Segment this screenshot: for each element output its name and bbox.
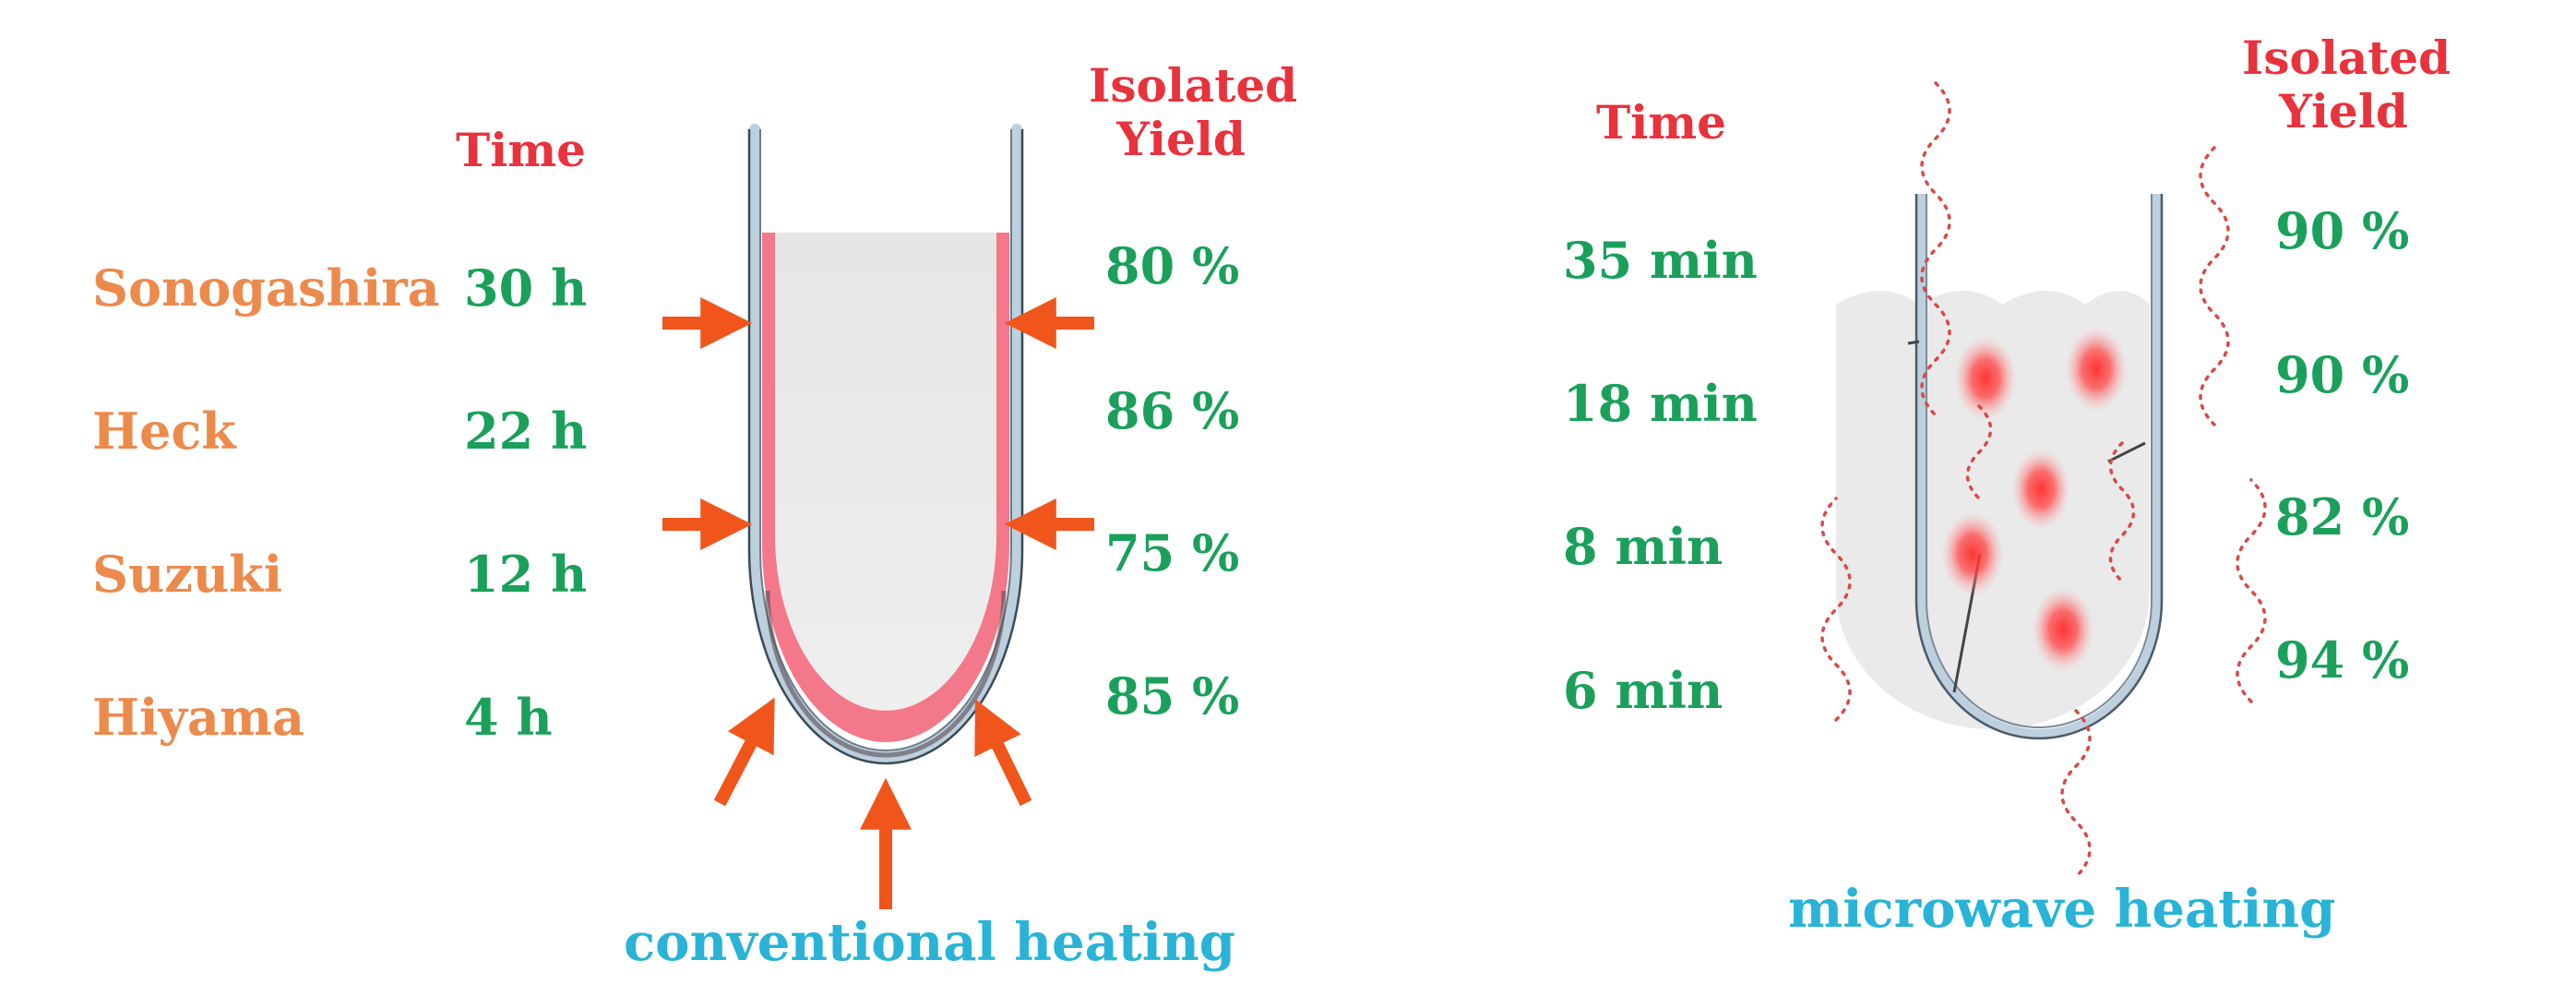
- conventional-caption: conventional heating: [624, 912, 1235, 973]
- mw-inner-edge: [1926, 194, 2153, 728]
- heat-arrow: [974, 699, 1032, 807]
- conventional-tube: [747, 124, 1024, 765]
- conventional-time-header: Time: [456, 123, 586, 177]
- yield-header-line1: Isolated: [1089, 58, 1298, 113]
- hotspot: [2032, 587, 2094, 672]
- microwave-wave: [1965, 404, 1993, 500]
- heat-arrows: [662, 297, 1094, 909]
- hotspot: [2065, 327, 2128, 412]
- microwave-time-value: 18 min: [1563, 374, 1758, 433]
- conventional-yield-header: Isolated Yield: [1089, 58, 1298, 166]
- microwave-waves: [1820, 81, 2267, 879]
- conventional-yield-value: 86 %: [1105, 381, 1240, 440]
- microwave-tube: [1836, 194, 2164, 740]
- mw-outer-glass: [1916, 194, 2162, 738]
- mw-hotspots: [1941, 327, 2128, 672]
- microwave-time-value: 6 min: [1563, 661, 1723, 720]
- hotspot: [1941, 511, 2004, 596]
- microwave-wave: [2060, 709, 2092, 879]
- mw-outer-edge: [1914, 194, 2164, 740]
- microwave-time-header: Time: [1596, 95, 1726, 150]
- reaction-name: Heck: [92, 402, 236, 461]
- tube-outer-edge: [747, 129, 1024, 765]
- conventional-yield-value: 80 %: [1105, 236, 1240, 295]
- microwave-wave: [2199, 146, 2230, 426]
- mw-stir-line: [2107, 441, 2146, 463]
- microwave-wave: [1820, 497, 1852, 722]
- reaction-name: Hiyama: [92, 688, 305, 747]
- reaction-name: Suzuki: [92, 545, 283, 604]
- mw-stir-line: [1907, 340, 1920, 345]
- tube-bottom-rim: [765, 590, 1007, 758]
- conventional-yield-value: 85 %: [1105, 666, 1240, 726]
- microwave-time-value: 8 min: [1563, 517, 1723, 576]
- tube-liquid: [775, 233, 996, 711]
- microwave-wave: [2236, 478, 2267, 703]
- microwave-wave: [2108, 441, 2136, 583]
- conventional-time-value: 30 h: [464, 258, 588, 318]
- reaction-name: Sonogashira: [92, 258, 440, 318]
- microwave-time-value: 35 min: [1563, 231, 1758, 290]
- hotspot: [1954, 336, 2017, 421]
- heat-arrow: [713, 697, 775, 807]
- microwave-yield-value: 82 %: [2275, 487, 2410, 546]
- conventional-time-value: 22 h: [464, 402, 588, 461]
- yield-header-line2: Yield: [1116, 112, 1246, 166]
- microwave-yield-header: Isolated Yield: [2242, 30, 2451, 138]
- microwave-caption: microwave heating: [1788, 879, 2336, 940]
- microwave-yield-value: 90 %: [2275, 345, 2410, 404]
- conventional-time-value: 12 h: [464, 545, 588, 604]
- conventional-yield-value: 75 %: [1105, 523, 1240, 582]
- yield-header-line2: Yield: [2279, 84, 2408, 138]
- conventional-time-value: 4 h: [464, 688, 553, 747]
- hotspot: [2011, 449, 2070, 530]
- microwave-yield-value: 94 %: [2275, 630, 2410, 690]
- microwave-wave: [1920, 81, 1951, 417]
- microwave-yield-value: 90 %: [2275, 201, 2410, 260]
- yield-header-line1: Isolated: [2242, 30, 2451, 85]
